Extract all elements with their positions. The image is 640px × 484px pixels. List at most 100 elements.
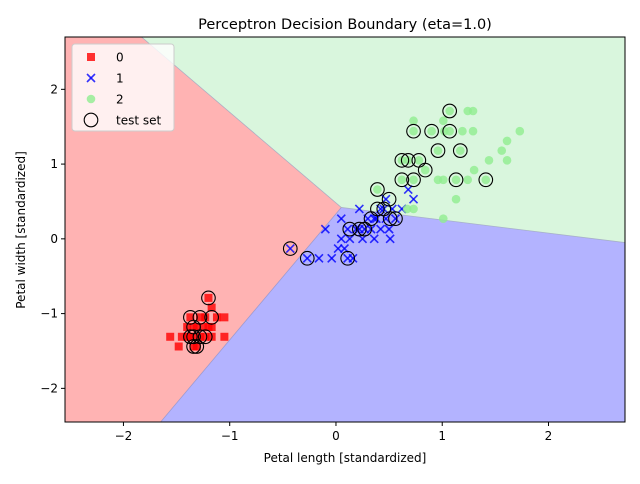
test-set-point [183, 329, 198, 345]
data-point-class-1 [314, 253, 324, 263]
test-set-point [400, 152, 416, 168]
legend-label: 1 [116, 72, 124, 86]
data-point-class-2 [402, 204, 412, 214]
legend-box [71, 43, 175, 132]
test-set-point [394, 172, 410, 188]
test-set-point [430, 143, 446, 158]
test-set-point [448, 172, 464, 188]
x-tick-label: 0 [332, 429, 340, 443]
data-point-class-0 [186, 313, 195, 322]
data-point-class-0 [166, 332, 175, 341]
data-point-class-0 [174, 342, 183, 351]
test-set-point [186, 329, 201, 345]
data-point-class-1 [384, 224, 394, 234]
data-point-class-1 [343, 253, 353, 263]
data-point-class-1 [285, 243, 295, 254]
plot-area: −2 −1 0 1 2 −2 −1 0 1 2 [40, 36, 626, 443]
data-point-class-2 [469, 165, 479, 175]
data-point-class-0 [195, 313, 204, 322]
decision-boundary-line [160, 207, 342, 422]
data-point-class-2 [481, 175, 491, 185]
data-point-class-0 [204, 293, 213, 302]
data-point-class-0 [220, 313, 229, 322]
test-set-point [342, 221, 358, 237]
data-point-class-1 [354, 224, 364, 234]
x-tick-label: −2 [115, 429, 133, 443]
test-set-point [424, 123, 439, 139]
test-set-point [204, 309, 219, 325]
data-point-class-1 [385, 234, 395, 244]
data-point-class-2 [502, 156, 512, 165]
data-point-class-1 [336, 214, 346, 224]
data-point-class-2 [438, 214, 448, 223]
test-set-point [442, 103, 458, 119]
x-axis-label: Petal length [standardized] [264, 451, 427, 465]
test-set-point [452, 143, 468, 158]
data-point-class-0 [220, 332, 229, 341]
data-point-class-2 [420, 165, 430, 175]
test-set-point [370, 182, 385, 197]
plot-frame [64, 36, 626, 423]
data-point-class-2 [373, 185, 382, 194]
legend: 0 1 2 test set [71, 43, 175, 132]
data-points [166, 103, 525, 354]
data-point-class-2 [455, 146, 465, 155]
legend-label: test set [116, 114, 161, 128]
test-set-point [197, 329, 213, 345]
y-tick-label: −1 [40, 307, 58, 321]
legend-marker [87, 53, 95, 61]
y-tick-label: 0 [50, 232, 58, 246]
data-point-class-2 [458, 126, 467, 136]
data-point-class-2 [438, 175, 448, 185]
x-tick-label: 1 [438, 429, 446, 443]
data-point-class-2 [451, 194, 461, 204]
data-point-class-1 [336, 234, 346, 244]
data-point-class-2 [414, 156, 424, 165]
y-tick-label: −2 [40, 381, 58, 395]
legend-marker [86, 94, 96, 104]
test-set-point [442, 123, 458, 139]
test-set-point [417, 162, 433, 178]
test-set-point [406, 172, 421, 188]
data-point-class-0 [207, 303, 216, 312]
legend-label: 2 [116, 93, 124, 107]
test-set-point [382, 211, 398, 227]
data-point-class-2 [484, 156, 494, 165]
data-point-class-2 [438, 116, 448, 126]
data-point-class-2 [409, 175, 418, 185]
x-tick-label: −1 [221, 429, 239, 443]
data-point-class-0 [199, 323, 208, 332]
data-point-class-1 [390, 214, 401, 224]
x-tick-label: 2 [545, 429, 553, 443]
data-point-class-2 [468, 126, 478, 136]
test-set-point [406, 123, 421, 139]
data-point-class-0 [212, 313, 221, 322]
test-set-point [351, 221, 367, 237]
test-set-point [370, 201, 385, 217]
test-set-point [340, 250, 356, 266]
legend-marker [83, 112, 99, 128]
y-tick-label: 2 [50, 82, 58, 96]
data-point-class-1 [354, 204, 364, 214]
test-set-point [388, 211, 403, 227]
test-set-point [357, 221, 373, 237]
test-set-point [282, 241, 298, 256]
data-point-class-2 [515, 126, 525, 136]
data-point-class-2 [409, 116, 418, 126]
data-point-class-2 [397, 175, 407, 185]
data-point-class-1 [327, 253, 337, 263]
data-point-class-1 [369, 234, 379, 244]
data-point-class-2 [497, 146, 507, 155]
test-set-point [381, 191, 397, 207]
data-point-class-1 [376, 224, 386, 234]
data-point-class-2 [440, 126, 449, 136]
data-point-class-0 [177, 332, 186, 341]
decision-boundary-line [141, 37, 342, 208]
data-point-class-1 [345, 234, 355, 244]
data-point-class-2 [409, 126, 418, 136]
data-point-class-2 [502, 136, 512, 146]
y-tick-label: 1 [50, 157, 58, 171]
data-point-class-0 [201, 332, 210, 341]
data-point-class-2 [451, 175, 461, 185]
test-set-point [183, 309, 198, 325]
